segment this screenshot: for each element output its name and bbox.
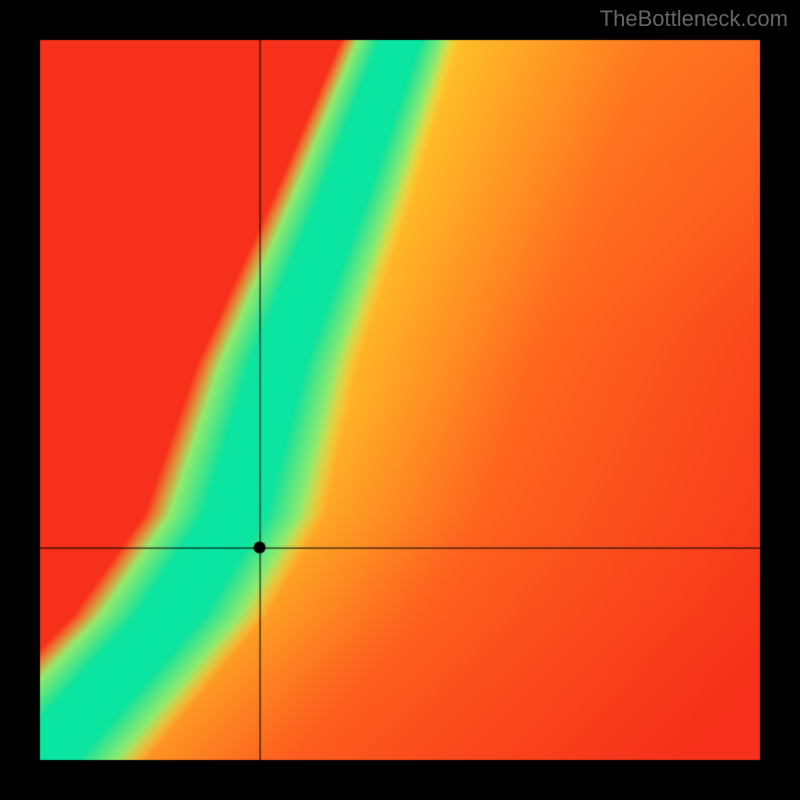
chart-container: TheBottleneck.com [0,0,800,800]
watermark-text: TheBottleneck.com [600,6,788,32]
heatmap-canvas [0,0,800,800]
